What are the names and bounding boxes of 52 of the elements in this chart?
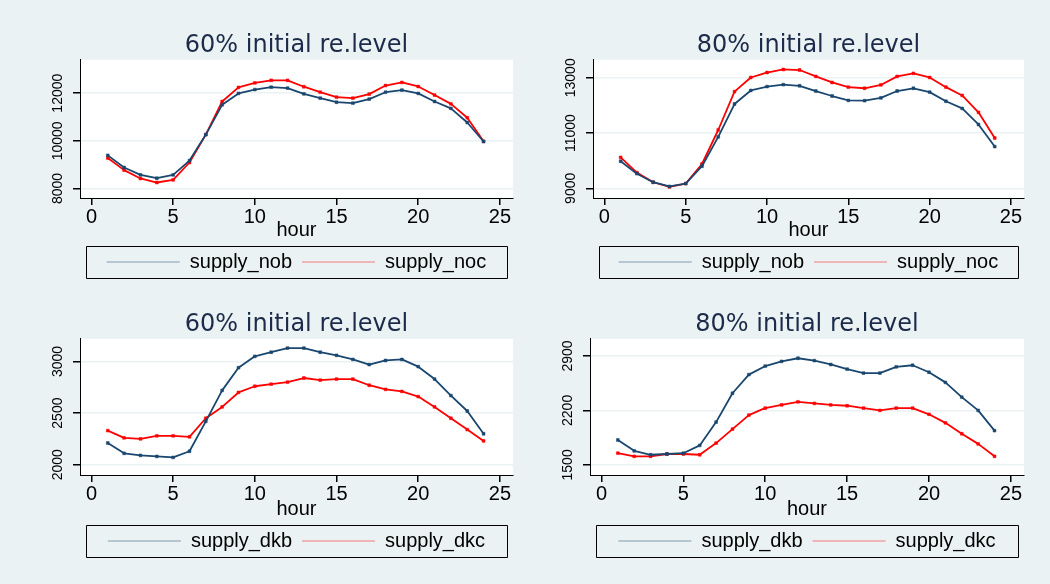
x-tick-label: 25 xyxy=(999,204,1023,227)
y-tick-label: 2500 xyxy=(48,397,65,429)
x-axis-title: hour xyxy=(786,496,828,519)
y-tick-label: 13000 xyxy=(561,58,578,98)
x-tick-label: 20 xyxy=(917,481,941,504)
chart-title: 80% initial re.level xyxy=(696,29,921,58)
y-tick-label: 10000 xyxy=(48,121,65,161)
x-tick-label: 15 xyxy=(836,481,859,504)
x-tick-label: 0 xyxy=(85,481,97,504)
x-tick-label: 5 xyxy=(680,204,692,227)
x-tick-label: 20 xyxy=(407,481,430,504)
y-tick-label: 2200 xyxy=(558,394,575,426)
x-axis-title: hour xyxy=(788,217,829,240)
y-tick-label: 9000 xyxy=(561,172,578,204)
y-tick-label: 8000 xyxy=(48,172,65,205)
x-tick-label: 20 xyxy=(407,204,430,227)
legend-label: supply_noc xyxy=(897,249,999,273)
y-tick-label: 2900 xyxy=(558,340,575,372)
chart-title: 80% initial re.level xyxy=(695,308,919,337)
x-tick-label: 25 xyxy=(488,481,512,504)
legend-label: supply_dkc xyxy=(385,528,486,552)
x-tick-label: 5 xyxy=(167,204,179,227)
x-tick-label: 10 xyxy=(755,204,779,227)
legend-label: supply_nob xyxy=(189,249,293,273)
x-tick-label: 20 xyxy=(918,204,941,227)
y-tick-label: 3000 xyxy=(48,345,65,378)
y-tick-label: 12000 xyxy=(48,73,65,113)
x-tick-label: 15 xyxy=(325,204,348,227)
legend-label: supply_nob xyxy=(701,249,805,273)
legend-label: supply_dkb xyxy=(701,528,803,552)
x-tick-label: 0 xyxy=(595,481,608,504)
legend-label: supply_dkb xyxy=(190,528,293,552)
x-tick-label: 15 xyxy=(325,481,348,504)
chart-title: 60% initial re.level xyxy=(184,308,409,337)
x-tick-label: 0 xyxy=(85,204,97,227)
x-tick-label: 0 xyxy=(598,204,610,227)
x-tick-label: 5 xyxy=(677,481,689,504)
y-tick-label: 11000 xyxy=(561,113,578,152)
x-tick-label: 10 xyxy=(243,481,266,504)
x-axis-title: hour xyxy=(276,496,317,519)
x-tick-label: 25 xyxy=(999,481,1023,504)
x-tick-label: 5 xyxy=(167,481,179,504)
x-axis-title: hour xyxy=(276,217,317,240)
x-tick-label: 10 xyxy=(754,481,777,504)
legend-label: supply_dkc xyxy=(895,528,996,552)
chart-title: 60% initial re.level xyxy=(184,29,409,58)
y-tick-label: 2000 xyxy=(48,448,65,481)
x-tick-label: 25 xyxy=(488,204,512,227)
y-tick-label: 1500 xyxy=(558,449,575,481)
x-tick-label: 10 xyxy=(243,204,266,227)
legend-label: supply_noc xyxy=(385,249,487,273)
x-tick-label: 15 xyxy=(837,204,860,227)
